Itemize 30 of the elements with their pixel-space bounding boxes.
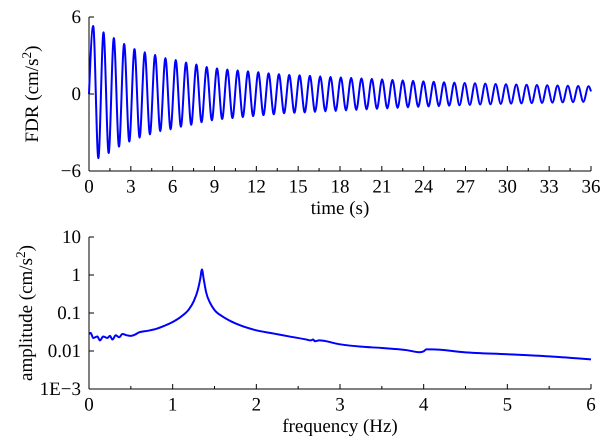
x-tick-label: 4 bbox=[418, 394, 429, 416]
x-tick-label: 27 bbox=[456, 176, 475, 198]
x-tick-label: 18 bbox=[330, 176, 350, 198]
x-tick-label: 36 bbox=[582, 176, 600, 198]
y-tick-label: 1 bbox=[72, 265, 81, 286]
x-tick-label: 9 bbox=[210, 176, 220, 198]
y-tick-label: 10 bbox=[62, 227, 81, 248]
x-tick-label: 30 bbox=[498, 176, 517, 198]
line-series bbox=[88, 268, 592, 360]
x-axis-title: frequency (Hz) bbox=[282, 416, 398, 437]
line-series bbox=[88, 24, 592, 160]
x-tick-label: 21 bbox=[372, 176, 392, 198]
x-tick-label: 12 bbox=[246, 176, 266, 198]
x-tick-label: 3 bbox=[335, 394, 345, 416]
y-tick-label: 6 bbox=[72, 7, 81, 28]
x-tick-label: 6 bbox=[586, 394, 596, 416]
x-tick-label: 24 bbox=[414, 176, 434, 198]
y-tick-label: 0.1 bbox=[57, 303, 81, 324]
x-tick-label: 6 bbox=[168, 176, 178, 198]
y-tick-label: −6 bbox=[60, 161, 81, 182]
y-tick-label: 0 bbox=[72, 84, 81, 106]
x-tick-label: 33 bbox=[540, 176, 559, 198]
x-tick-label: 5 bbox=[502, 394, 512, 416]
x-tick-label: 2 bbox=[252, 394, 262, 416]
y-tick-label: 1E−3 bbox=[40, 379, 81, 400]
x-tick-label: 1 bbox=[168, 394, 178, 416]
x-axis-title: time (s) bbox=[310, 198, 370, 219]
x-tick-label: 3 bbox=[126, 176, 136, 198]
x-tick-label: 15 bbox=[288, 176, 308, 198]
y-tick-label: 0.01 bbox=[48, 341, 81, 362]
